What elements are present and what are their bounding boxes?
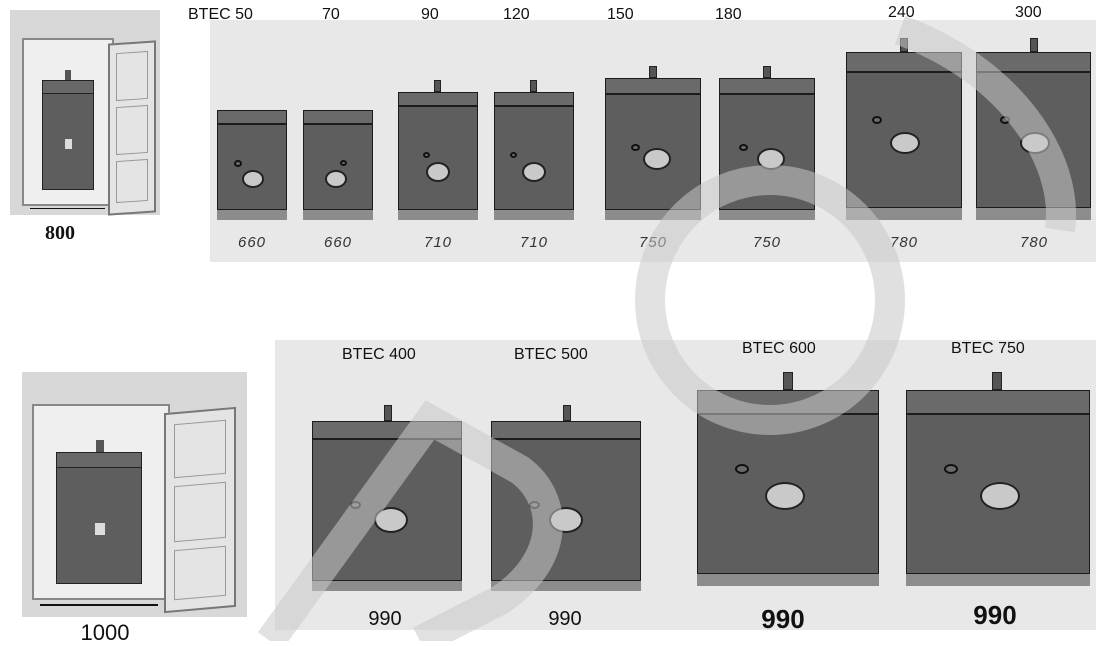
model-label: 300: [1015, 4, 1042, 21]
cabinet-width: 660: [237, 234, 267, 251]
door-leaf: [164, 406, 236, 614]
door-width-1000: 1000: [80, 620, 130, 645]
door-leaf: [108, 40, 156, 216]
cabinet-small-icon: [42, 80, 94, 190]
model-label: 150: [607, 6, 634, 23]
door-width-800: 800: [45, 222, 75, 244]
cabinet-btec-180: [719, 66, 815, 220]
model-label: 120: [503, 6, 530, 23]
cabinet-width: 780: [889, 234, 919, 251]
cabinet-width: 710: [423, 234, 453, 251]
model-label: 90: [421, 6, 439, 23]
cabinet-btec-750: [906, 372, 1090, 586]
width-arrow: [40, 604, 158, 606]
cabinet-width: 990: [761, 604, 805, 634]
cabinet-btec-90: [398, 80, 478, 220]
model-label: BTEC 750: [951, 340, 1025, 357]
cabinet-btec-500: [491, 405, 641, 591]
cabinet-width: 750: [638, 234, 668, 251]
cabinet-width: 710: [519, 234, 549, 251]
cabinet-width: 990: [973, 600, 1017, 630]
cabinet-btec-50: [217, 110, 287, 220]
cabinet-large-icon: [56, 452, 142, 584]
cabinet-btec-600: [697, 372, 879, 586]
cabinet-width: 780: [1019, 234, 1049, 251]
model-label: BTEC 400: [342, 346, 416, 363]
model-label: BTEC 500: [514, 346, 588, 363]
model-label: BTEC 600: [742, 340, 816, 357]
cabinet-small-stem: [65, 70, 71, 80]
cabinet-btec-70: [303, 110, 373, 220]
model-label: 70: [322, 6, 340, 23]
model-label: 180: [715, 6, 742, 23]
model-label: 240: [888, 4, 915, 21]
cabinet-width: 750: [752, 234, 782, 251]
model-label: BTEC 50: [188, 6, 253, 23]
cabinet-btec-300: [976, 38, 1091, 220]
cabinet-width: 990: [548, 608, 582, 630]
cabinet-large-stem: [96, 440, 104, 452]
door-illustration-small: [10, 10, 160, 216]
width-arrow: [30, 208, 105, 209]
cabinet-btec-150: [605, 66, 701, 220]
cabinet-width: 660: [323, 234, 353, 251]
cabinet-btec-120: [494, 80, 574, 220]
cabinet-btec-240: [846, 38, 962, 220]
cabinet-width: 990: [368, 608, 402, 630]
door-illustration-large: [22, 372, 247, 617]
cabinet-btec-400: [312, 405, 462, 591]
